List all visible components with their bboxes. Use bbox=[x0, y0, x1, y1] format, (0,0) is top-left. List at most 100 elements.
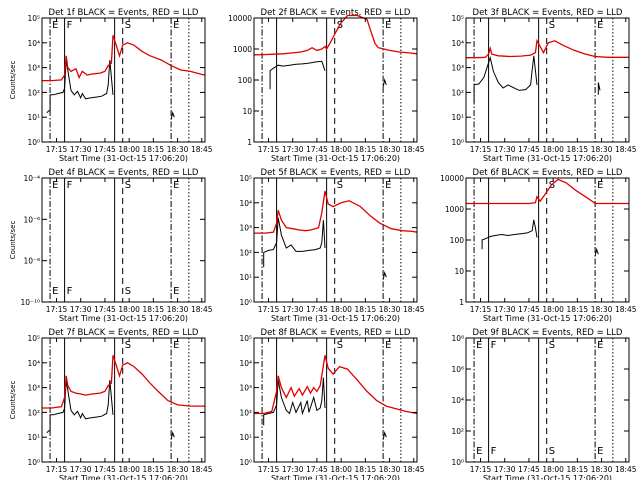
panel-title: Det 2f BLACK = Events, RED = LLD bbox=[261, 8, 411, 18]
y-tick-label: 10⁰ bbox=[451, 458, 464, 467]
y-tick-label: 10² bbox=[27, 408, 40, 417]
x-tick-label: 17:30 bbox=[70, 145, 92, 154]
x-tick-label: 17:45 bbox=[306, 465, 328, 474]
time-marker-label-bottom: S bbox=[549, 446, 555, 457]
x-tick-label: 18:00 bbox=[542, 145, 564, 154]
time-marker-label: E bbox=[385, 340, 391, 351]
events-series-line bbox=[594, 247, 599, 257]
panel-title: Det 6f BLACK = Events, RED = LLD bbox=[473, 168, 623, 178]
x-tick-label: 18:15 bbox=[355, 145, 377, 154]
plot-frame bbox=[253, 177, 418, 303]
y-tick-label: 100 bbox=[450, 236, 465, 245]
x-tick-label: 17:45 bbox=[306, 145, 328, 154]
y-tick-label: 10⁻⁶ bbox=[23, 215, 40, 224]
x-tick-label: 17:30 bbox=[494, 465, 516, 474]
y-tick-label: 10⁵ bbox=[27, 14, 40, 23]
x-tick-label: 18:45 bbox=[615, 465, 637, 474]
time-marker-label-bottom: E bbox=[597, 446, 603, 457]
y-tick-label: 10³ bbox=[451, 64, 464, 73]
lld-series-line bbox=[254, 355, 418, 415]
lld-series-line bbox=[42, 355, 205, 409]
x-tick-label: 17:15 bbox=[470, 305, 492, 314]
y-tick-label: 10² bbox=[451, 88, 464, 97]
x-tick-label: 18:00 bbox=[118, 465, 140, 474]
y-tick-label: 10³ bbox=[239, 224, 252, 233]
time-marker-label: E bbox=[597, 180, 603, 191]
x-tick-label: 17:15 bbox=[46, 305, 68, 314]
x-tick-label: 17:30 bbox=[282, 305, 304, 314]
plot-frame bbox=[41, 177, 206, 303]
x-tick-label: 18:15 bbox=[143, 465, 165, 474]
y-tick-label: 10² bbox=[451, 427, 464, 436]
x-tick-label: 17:15 bbox=[258, 465, 280, 474]
y-tick-label: 10⁴ bbox=[239, 359, 252, 368]
y-tick-label: 10² bbox=[239, 408, 252, 417]
time-marker-label: E bbox=[385, 20, 391, 31]
panel-title: Det 9f BLACK = Events, RED = LLD bbox=[473, 328, 623, 338]
events-series-line bbox=[269, 60, 326, 90]
x-tick-label: 18:45 bbox=[615, 145, 637, 154]
y-tick-label: 10³ bbox=[27, 64, 40, 73]
x-tick-label: 18:30 bbox=[591, 465, 613, 474]
y-axis-label: Counts/sec bbox=[9, 221, 17, 260]
x-tick-label: 18:45 bbox=[615, 305, 637, 314]
y-tick-label: 10² bbox=[239, 248, 252, 257]
y-tick-label: 10⁰ bbox=[239, 298, 252, 307]
time-marker-label: S bbox=[125, 20, 131, 31]
events-series-line bbox=[263, 217, 326, 268]
events-series-line bbox=[382, 78, 387, 88]
x-axis-label: Start Time (31-Oct-15 17:06:20) bbox=[271, 314, 400, 323]
y-tick-label: 1 bbox=[247, 138, 252, 147]
y-tick-label: 10⁵ bbox=[239, 334, 252, 343]
y-tick-label: 10³ bbox=[27, 384, 40, 393]
y-tick-label: 1000 bbox=[445, 205, 464, 214]
plot-frame bbox=[253, 337, 418, 463]
plot-frame bbox=[465, 17, 630, 143]
y-tick-label: 10⁵ bbox=[451, 14, 464, 23]
time-marker-label-bottom: E bbox=[173, 286, 179, 297]
x-tick-label: 17:45 bbox=[518, 145, 540, 154]
x-tick-label: 17:30 bbox=[70, 305, 92, 314]
time-marker-label: S bbox=[125, 340, 131, 351]
panel-title: Det 7f BLACK = Events, RED = LLD bbox=[49, 328, 199, 338]
x-axis-label: Start Time (31-Oct-15 17:06:20) bbox=[271, 154, 400, 163]
panel-title: Det 8f BLACK = Events, RED = LLD bbox=[261, 328, 411, 338]
time-marker-label: E bbox=[597, 20, 603, 31]
lld-series-line bbox=[466, 38, 629, 59]
x-tick-label: 18:15 bbox=[143, 305, 165, 314]
x-tick-label: 18:30 bbox=[167, 465, 189, 474]
x-tick-label: 17:15 bbox=[258, 305, 280, 314]
x-axis-label: Start Time (31-Oct-15 17:06:20) bbox=[483, 474, 612, 480]
x-tick-label: 17:30 bbox=[282, 465, 304, 474]
x-tick-label: 18:45 bbox=[191, 465, 213, 474]
x-tick-label: 18:45 bbox=[403, 305, 425, 314]
time-marker-label: F bbox=[491, 340, 497, 351]
events-series-line bbox=[382, 431, 387, 440]
time-marker-label: E bbox=[476, 340, 482, 351]
detector-panel-3: Det 3f BLACK = Events, RED = LLD S E 10⁰ 10¹… bbox=[451, 8, 636, 163]
y-tick-label: 10 bbox=[242, 107, 252, 116]
events-series-line bbox=[382, 271, 387, 280]
y-tick-label: 10⁴ bbox=[451, 396, 464, 405]
panel-title: Det 1f BLACK = Events, RED = LLD bbox=[49, 8, 199, 18]
x-tick-label: 17:45 bbox=[518, 465, 540, 474]
panel-title: Det 3f BLACK = Events, RED = LLD bbox=[473, 8, 623, 18]
y-tick-label: 1 bbox=[459, 298, 464, 307]
events-series-line bbox=[46, 60, 114, 114]
x-tick-label: 18:15 bbox=[143, 145, 165, 154]
time-marker-label: S bbox=[549, 340, 555, 351]
y-tick-label: 10000 bbox=[228, 14, 252, 23]
time-marker-label: S bbox=[337, 340, 343, 351]
time-marker-label: E bbox=[52, 180, 58, 191]
x-tick-label: 18:15 bbox=[567, 305, 589, 314]
y-tick-label: 10⁵ bbox=[239, 174, 252, 183]
y-tick-label: 10¹ bbox=[451, 113, 464, 122]
x-tick-label: 18:15 bbox=[355, 305, 377, 314]
plot-frame bbox=[41, 337, 206, 463]
